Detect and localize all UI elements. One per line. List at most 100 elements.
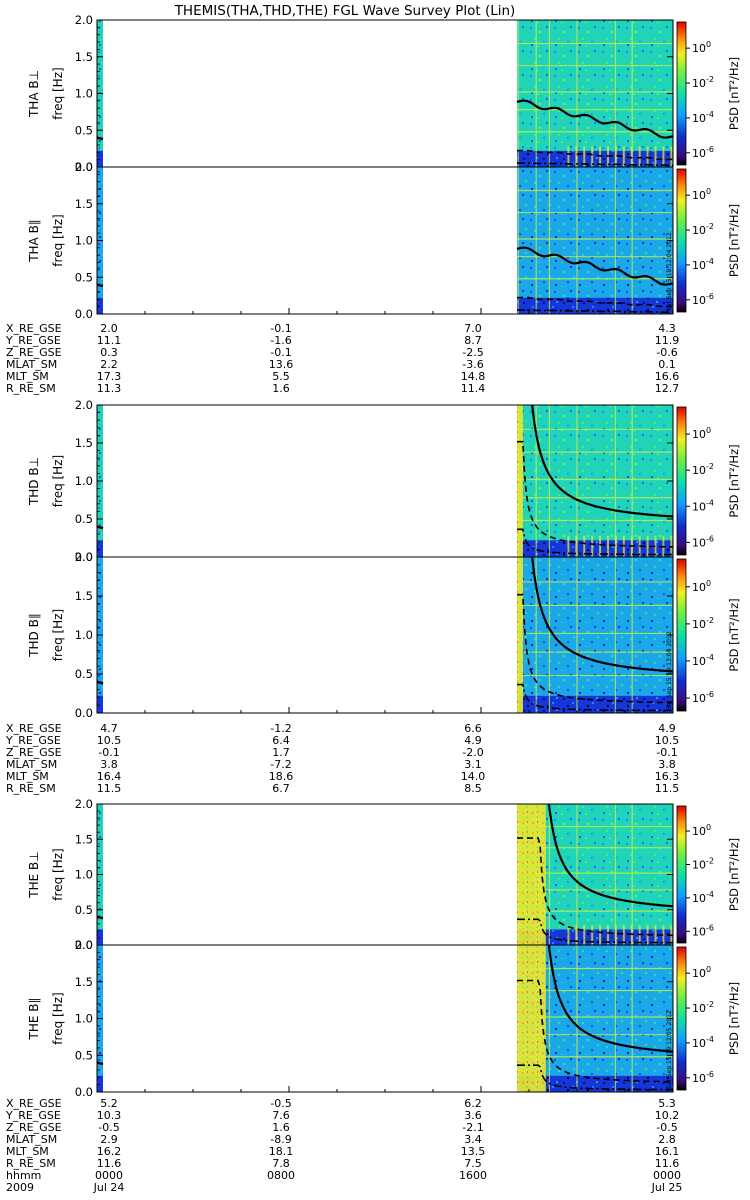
freq-tick-label: 1.5 xyxy=(75,975,93,989)
burst-mark xyxy=(622,925,625,945)
colorbar-label: PSD [nT²/Hz] xyxy=(727,838,741,911)
ephemeris-value: 2.0 xyxy=(100,322,118,335)
colorbar-tick-label: 10-4 xyxy=(692,498,714,513)
gyrofrequency-curve xyxy=(547,945,673,1053)
freq-tick-label: 0.0 xyxy=(75,307,93,321)
ephemeris-value: 11.5 xyxy=(655,782,680,795)
burst-mark xyxy=(662,146,665,167)
panel-tha-bperp: 0.0 0.5 1.0 1.5 2.0 THA B⊥ freq [Hz] 100 10-2 10-… xyxy=(27,13,741,174)
time-tick-label: 0800 xyxy=(267,1169,295,1182)
low-frequency-band xyxy=(97,540,103,557)
freq-tick-label: 0.5 xyxy=(75,667,93,681)
date-label: Jul 24 xyxy=(93,1181,125,1194)
freq-tick-label: 1.0 xyxy=(75,628,93,642)
ephemeris-value: 2.9 xyxy=(100,1133,118,1146)
colorbar-tick-label: 10-6 xyxy=(692,690,714,705)
ephemeris-value: 7.6 xyxy=(272,1109,290,1122)
ephemeris-value: 10.2 xyxy=(655,1109,680,1122)
burst-mark xyxy=(654,535,657,557)
colorbar-tick-label: 100 xyxy=(692,823,711,838)
freq-tick-label: 0.5 xyxy=(75,123,93,137)
ephemeris-value: -0.1 xyxy=(270,346,291,359)
ephemeris-value: 8.5 xyxy=(464,782,482,795)
ephemeris-value: -1.6 xyxy=(270,334,291,347)
freq-tick-label: 2.0 xyxy=(75,797,93,811)
lower-hybrid-curve xyxy=(517,162,673,166)
colorbar xyxy=(676,406,687,556)
timestamp-stamp: Sat Sep 15 19:12:04 2012 xyxy=(666,631,673,710)
ephemeris-value: 11.4 xyxy=(461,382,486,395)
ephemeris-name: MLT_SM xyxy=(6,1145,49,1158)
colorbar-label: PSD [nT²/Hz] xyxy=(727,204,741,277)
ephemeris-name: Y_RE_GSE xyxy=(5,734,61,747)
colorbar-tick-label: 10-2 xyxy=(692,222,714,237)
ephemeris-tha: X_RE_GSE 2.0 -0.1 7.0 4.3 Y_RE_GSE 11.1 -1.6 8.7… xyxy=(5,322,679,395)
burst-mark xyxy=(630,146,633,167)
freq-tick-label: 0.0 xyxy=(75,706,93,720)
ephemeris-value: 16.3 xyxy=(655,770,680,783)
half-gyro-curve xyxy=(516,149,673,161)
ephemeris-name: R_RE_SM xyxy=(6,1157,56,1170)
half-gyro-curve xyxy=(517,440,673,548)
ephemeris-value: 8.7 xyxy=(464,334,482,347)
time-axis-label: hhmm xyxy=(6,1169,41,1182)
lower-hybrid-curve xyxy=(517,683,673,712)
ephemeris-value: 11.5 xyxy=(97,782,122,795)
lower-hybrid-curve xyxy=(517,309,673,313)
ephemeris-value: -1.2 xyxy=(270,722,291,735)
ephemeris-name: Y_RE_GSE xyxy=(5,334,61,347)
ephemeris-value: -8.9 xyxy=(270,1133,291,1146)
low-frequency-band xyxy=(97,1075,103,1092)
ephemeris-value: 16.6 xyxy=(655,370,680,383)
colorbar-tick-label: 100 xyxy=(692,40,711,55)
ephemeris-name: MLT_SM xyxy=(6,370,49,383)
ephemeris-value: -2.1 xyxy=(462,1121,483,1134)
burst-mark xyxy=(646,535,649,557)
burst-mark xyxy=(567,146,570,167)
burst-mark xyxy=(607,535,609,557)
burst-mark xyxy=(654,146,657,167)
freq-tick-label: 2.0 xyxy=(75,938,93,952)
spectrogram-segment xyxy=(517,167,673,314)
ephemeris-value: -0.5 xyxy=(656,1121,677,1134)
ephemeris-value: 10.5 xyxy=(97,734,122,747)
burst-mark xyxy=(599,535,602,557)
burst-mark xyxy=(646,146,649,167)
burst-mark xyxy=(654,925,657,945)
freq-tick-label: 1.5 xyxy=(75,50,93,64)
ephemeris-value: 3.8 xyxy=(658,758,676,771)
panel-label: THA B∥ xyxy=(27,219,41,263)
colorbar xyxy=(676,21,687,166)
freq-axis-label: freq [Hz] xyxy=(51,214,65,266)
ephemeris-value: 13.6 xyxy=(269,358,294,371)
ephemeris-value: 12.7 xyxy=(655,382,680,395)
ephemeris-value: 7.0 xyxy=(464,322,482,335)
burst-mark xyxy=(583,535,586,557)
colorbar-label: PSD [nT²/Hz] xyxy=(727,598,741,671)
burst-mark xyxy=(607,925,609,945)
lower-hybrid-curve xyxy=(517,1064,673,1091)
colorbar-tick-label: 10-2 xyxy=(692,1000,714,1015)
ephemeris-name: Y_RE_GSE xyxy=(5,1109,61,1122)
gyrofrequency-curve xyxy=(547,804,673,908)
ephemeris-value: 3.1 xyxy=(464,758,482,771)
ephemeris-value: 6.4 xyxy=(272,734,290,747)
freq-tick-label: 0.0 xyxy=(75,550,93,564)
burst-mark xyxy=(583,146,586,167)
burst-mark xyxy=(567,535,570,557)
panel-the-bperp: 0.0 0.5 1.0 1.5 2.0 THE B⊥ freq [Hz] 100 10-2 10-… xyxy=(27,797,741,952)
burst-mark xyxy=(575,146,578,167)
ephemeris-value: 0.3 xyxy=(100,346,118,359)
ephemeris-name: Z_RE_GSE xyxy=(6,346,62,359)
ephemeris-thd: X_RE_GSE 4.7 -1.2 6.6 4.9Y_RE_GSE 10.5 6.4 4.9 1… xyxy=(5,722,679,795)
burst-mark xyxy=(567,925,570,945)
ephemeris-value: 4.9 xyxy=(658,722,676,735)
freq-tick-label: 0.5 xyxy=(75,1048,93,1062)
ephemeris-value: 4.9 xyxy=(464,734,482,747)
freq-tick-label: 0.5 xyxy=(75,270,93,284)
ephemeris-value: 6.6 xyxy=(464,722,482,735)
ephemeris-value: 5.5 xyxy=(272,370,290,383)
ephemeris-value: 11.1 xyxy=(97,334,122,347)
low-frequency-band xyxy=(97,150,103,167)
